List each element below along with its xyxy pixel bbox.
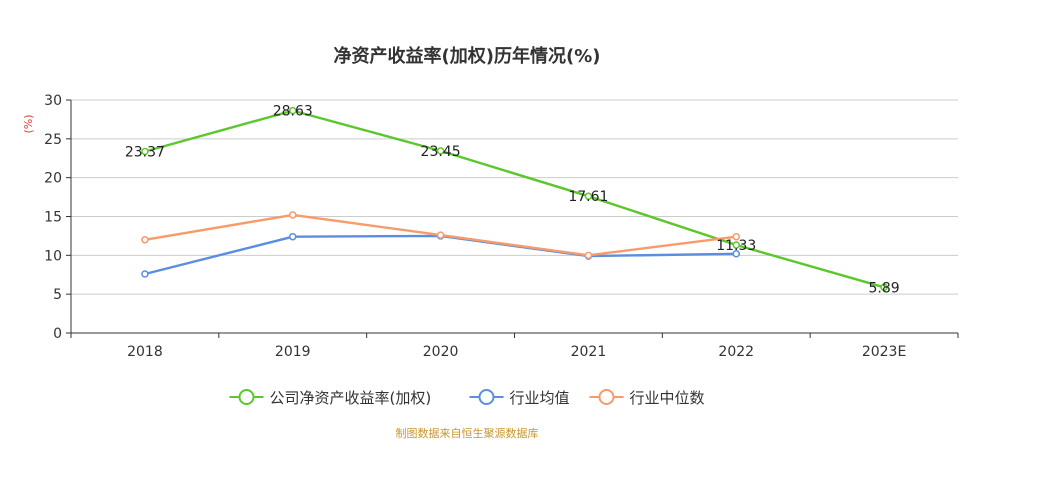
data-source-note: 制图数据来自恒生聚源数据库 <box>396 426 539 440</box>
y-tick-label: 0 <box>53 326 62 342</box>
legend-item-2[interactable]: 行业中位数 <box>589 389 705 407</box>
data-point-s0-5[interactable] <box>880 283 888 292</box>
data-point-s2-1[interactable] <box>289 211 297 219</box>
data-point-s2-0[interactable] <box>141 236 149 244</box>
data-point-s2-4[interactable] <box>732 232 740 241</box>
x-tick-label: 2023E <box>862 344 906 360</box>
x-tick-label: 2022 <box>718 344 754 360</box>
x-tick-label: 2020 <box>423 344 459 360</box>
legend-swatch-marker <box>238 389 255 405</box>
data-point-s1-1[interactable] <box>289 232 297 241</box>
legend-label: 行业中位数 <box>630 389 705 407</box>
data-label-s0-4: 11.33 <box>716 238 756 254</box>
gridlines <box>71 99 958 295</box>
data-point-s0-1[interactable] <box>289 106 297 115</box>
legend[interactable]: 公司净资产收益率(加权) 行业均值 行业中位数 <box>229 389 705 407</box>
chart-title: 净资产收益率(加权)历年情况(%) <box>334 45 601 67</box>
legend-swatch-marker <box>478 389 495 405</box>
data-point-s2-2[interactable] <box>436 231 445 239</box>
x-tick-label: 2021 <box>571 344 607 360</box>
data-label-s0-3: 17.61 <box>568 189 608 205</box>
axes: 0 5 10 15 20 25 30 2018 2019 2020 2021 2022 2023E <box>44 93 959 360</box>
y-tick-label: 30 <box>44 93 62 109</box>
legend-swatch-marker <box>598 389 615 405</box>
legend-item-0[interactable]: 公司净资产收益率(加权) <box>229 389 432 407</box>
data-label-s0-2: 23.45 <box>421 144 461 160</box>
data-point-s2-3[interactable] <box>584 251 593 260</box>
series-lines <box>141 106 888 292</box>
legend-item-1[interactable]: 行业均值 <box>469 389 570 407</box>
data-label-s0-1: 28.63 <box>273 104 313 120</box>
data-point-s0-0[interactable] <box>141 147 149 156</box>
y-tick-label: 5 <box>53 287 62 303</box>
x-tick-label: 2019 <box>275 344 311 360</box>
data-label-s0-0: 23.37 <box>125 144 165 160</box>
data-point-s1-4[interactable] <box>732 250 740 258</box>
legend-label: 公司净资产收益率(加权) <box>270 389 432 407</box>
y-tick-label: 20 <box>44 171 62 187</box>
data-label-s0-5: 5.89 <box>868 280 899 296</box>
x-tick-label: 2018 <box>127 344 163 360</box>
data-point-s1-0[interactable] <box>141 270 149 278</box>
data-labels: 23.37 28.63 23.45 17.61 11.33 5.89 <box>125 104 900 297</box>
y-tick-label: 15 <box>44 210 62 226</box>
data-point-s0-3[interactable] <box>584 192 593 200</box>
y-tick-label: 25 <box>44 132 62 148</box>
data-point-s0-2[interactable] <box>436 147 445 155</box>
y-tick-label: 10 <box>44 248 62 264</box>
y-axis-label: (%) <box>22 114 35 133</box>
series-line-0 <box>144 109 885 289</box>
legend-label: 行业均值 <box>510 389 570 407</box>
data-point-s0-4[interactable] <box>732 241 740 249</box>
